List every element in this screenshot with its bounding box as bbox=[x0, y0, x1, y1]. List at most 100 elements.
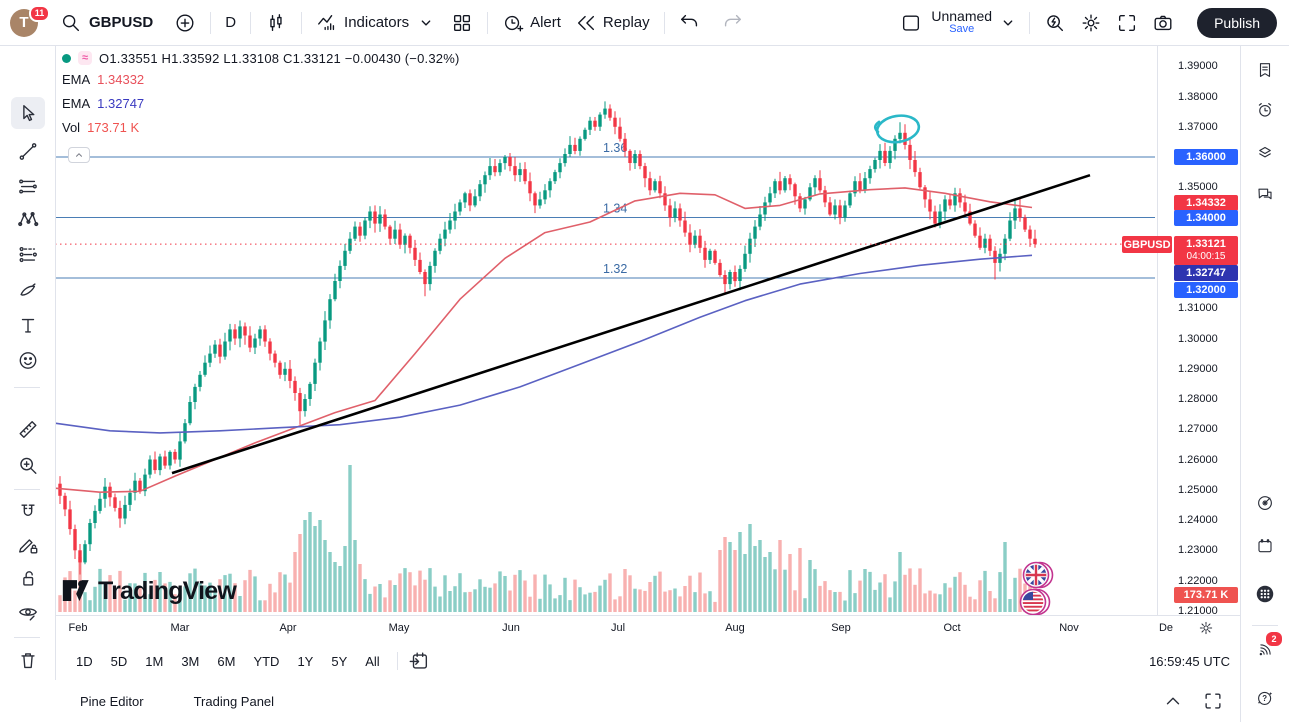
indicator-row-ema2[interactable]: EMA 1.32747 bbox=[62, 95, 145, 111]
drawing-toolbar bbox=[0, 45, 56, 680]
hide-drawings-tool[interactable] bbox=[11, 596, 45, 628]
cursor-tool[interactable] bbox=[11, 97, 45, 129]
fullscreen-button[interactable] bbox=[1109, 7, 1145, 39]
price-tick: 1.23000 bbox=[1178, 544, 1218, 556]
chat-icon bbox=[1258, 188, 1272, 200]
apps-menu-button[interactable] bbox=[1250, 579, 1280, 609]
price-axis-badge: 1.34000 bbox=[1174, 210, 1238, 226]
layout-menu-chevron[interactable] bbox=[994, 7, 1022, 39]
data-delay-icon[interactable]: ≈ bbox=[78, 51, 93, 65]
help-icon: ? bbox=[1257, 691, 1273, 705]
forecast-tool[interactable] bbox=[11, 238, 45, 270]
alert-button[interactable]: Alert bbox=[495, 7, 568, 39]
tab-trading-panel[interactable]: Trading Panel bbox=[192, 688, 276, 715]
text-tool[interactable] bbox=[11, 309, 45, 341]
panel-collapse-button[interactable] bbox=[1160, 688, 1186, 714]
zoom-in-tool[interactable] bbox=[11, 449, 45, 481]
toolbar-separator bbox=[210, 11, 212, 34]
fib-retracement-tool[interactable] bbox=[11, 170, 45, 202]
help-button[interactable]: ? bbox=[1250, 683, 1280, 713]
indicator-row-volume[interactable]: Vol 173.71 K bbox=[62, 119, 140, 135]
ema-line-1[interactable] bbox=[55, 187, 1033, 494]
chart-settings-button[interactable] bbox=[1073, 7, 1109, 39]
lock-tool[interactable] bbox=[11, 562, 45, 594]
timeframe-button[interactable]: D bbox=[218, 9, 243, 36]
range-6m-button[interactable]: 6M bbox=[208, 650, 244, 673]
range-5y-button[interactable]: 5Y bbox=[322, 650, 356, 673]
user-avatar[interactable]: T 11 bbox=[10, 4, 50, 37]
ruler-icon bbox=[19, 420, 37, 438]
symbol-search-button[interactable]: GBPUSD bbox=[60, 12, 153, 34]
clock-utc[interactable]: 16:59:45 UTC bbox=[1149, 653, 1230, 669]
right-sidebar: 2? bbox=[1240, 45, 1289, 722]
layout-name: Unnamed bbox=[931, 8, 993, 25]
chat-button[interactable] bbox=[1250, 179, 1280, 209]
layout-save-control[interactable]: Unnamed Save bbox=[931, 9, 992, 35]
trend-line-tool[interactable] bbox=[11, 135, 45, 167]
range-1m-button[interactable]: 1M bbox=[136, 650, 172, 673]
undo-button[interactable] bbox=[672, 7, 708, 39]
publish-button[interactable]: Publish bbox=[1197, 7, 1277, 38]
quick-search-button[interactable] bbox=[1037, 7, 1073, 39]
ruler-tool[interactable] bbox=[11, 413, 45, 445]
watermark-text: TradingView bbox=[98, 576, 237, 605]
tab-pine-editor[interactable]: Pine Editor bbox=[78, 688, 146, 715]
range-5d-button[interactable]: 5D bbox=[102, 650, 137, 673]
zoom-in-icon bbox=[20, 457, 37, 474]
indicators-button[interactable]: Indicators bbox=[309, 7, 444, 39]
range-ytd-button[interactable]: YTD bbox=[244, 650, 288, 673]
month-tick: De bbox=[1158, 622, 1174, 634]
emoji-tool[interactable] bbox=[11, 344, 45, 376]
screener-button[interactable] bbox=[1250, 488, 1280, 518]
trash-tool[interactable] bbox=[11, 644, 45, 676]
indicator-templates-button[interactable] bbox=[444, 7, 480, 39]
goto-date-button[interactable] bbox=[406, 648, 432, 674]
brush-tool[interactable] bbox=[11, 274, 45, 306]
time-axis[interactable]: Feb Mar Apr May Jun Jul Aug Sep Oct Nov De bbox=[55, 615, 1240, 643]
indicator-row-ema1[interactable]: EMA 1.34332 bbox=[62, 71, 145, 87]
snapshot-button[interactable] bbox=[1145, 7, 1181, 39]
magnet-icon bbox=[21, 503, 35, 516]
broadcast-button[interactable]: 2 bbox=[1250, 630, 1284, 665]
replay-button[interactable]: Replay bbox=[568, 7, 657, 39]
legend-collapse-button[interactable] bbox=[68, 147, 90, 163]
range-all-button[interactable]: All bbox=[356, 650, 388, 673]
alerts-button[interactable] bbox=[1250, 95, 1280, 125]
price-chart[interactable]: 1.36 1.34 1.32 bbox=[55, 45, 1155, 641]
trend-line-drawing[interactable] bbox=[171, 173, 1091, 475]
month-tick: Jul bbox=[610, 622, 626, 634]
month-tick: May bbox=[388, 622, 410, 634]
magnet-tool[interactable] bbox=[11, 496, 45, 528]
range-3m-button[interactable]: 3M bbox=[172, 650, 208, 673]
save-link[interactable]: Save bbox=[949, 23, 975, 36]
range-1y-button[interactable]: 1Y bbox=[288, 650, 322, 673]
watchlist-button[interactable] bbox=[1250, 55, 1280, 85]
volume-value: 173.71 K bbox=[87, 119, 140, 135]
fib-retracement-icon bbox=[19, 178, 37, 194]
notification-count-badge: 11 bbox=[29, 4, 50, 22]
price-axis[interactable]: 1.39000 1.38000 1.37000 1.35000 1.31000 1.300… bbox=[1157, 45, 1241, 641]
month-tick: Mar bbox=[170, 622, 190, 634]
toolbar-divider bbox=[14, 387, 40, 388]
gbp-flag-icon bbox=[1022, 561, 1054, 589]
redo-button[interactable] bbox=[714, 7, 750, 39]
range-1d-button[interactable]: 1D bbox=[67, 650, 102, 673]
chevron-up-icon bbox=[1166, 697, 1180, 705]
price-axis-badge: 1.34332 bbox=[1174, 195, 1238, 211]
axis-settings-button[interactable] bbox=[1198, 620, 1214, 636]
ellipse-annotation[interactable] bbox=[873, 113, 921, 145]
compare-add-symbol-button[interactable] bbox=[167, 7, 203, 39]
month-tick: Apr bbox=[279, 622, 297, 634]
maximize-icon bbox=[1205, 693, 1221, 709]
object-tree-button[interactable] bbox=[1250, 137, 1280, 167]
draw-lock-tool[interactable] bbox=[11, 529, 45, 561]
layout-select-button[interactable] bbox=[893, 7, 929, 39]
svg-text:?: ? bbox=[1262, 694, 1267, 703]
panel-maximize-button[interactable] bbox=[1200, 688, 1226, 714]
ema-line-2[interactable] bbox=[55, 254, 1033, 434]
xabcd-pattern-tool[interactable] bbox=[11, 203, 45, 235]
calendar-button[interactable] bbox=[1250, 531, 1280, 561]
price-tick: 1.35000 bbox=[1178, 181, 1218, 193]
chart-type-button[interactable] bbox=[258, 7, 294, 39]
